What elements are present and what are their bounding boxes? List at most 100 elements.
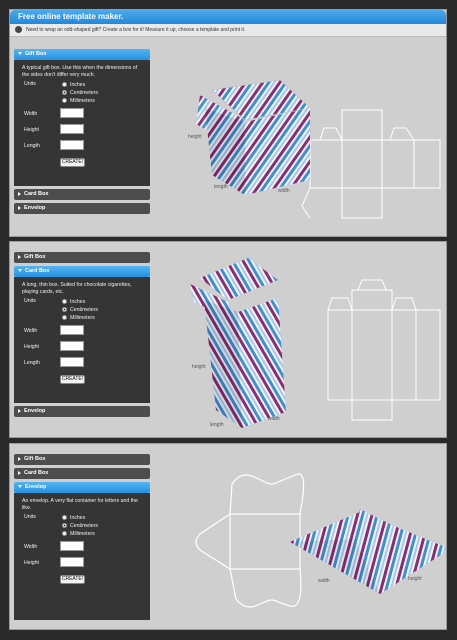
unit-option-millimeters[interactable]: Millimeters [62, 97, 95, 105]
height-row: Height [22, 341, 142, 357]
width-input[interactable] [60, 541, 84, 551]
create-button[interactable]: CREATE! [60, 158, 85, 167]
accordion-gift-box[interactable]: Gift Box [14, 49, 150, 60]
accordion-card-box[interactable]: Card Box [14, 468, 150, 479]
unit-option-inches[interactable]: Inches [62, 81, 85, 89]
radio-label: Millimeters [70, 315, 95, 321]
radio-button[interactable] [62, 515, 67, 521]
envelop-template [195, 473, 305, 608]
create-button[interactable]: CREATE! [60, 375, 85, 384]
accordion-label: Card Box [25, 268, 50, 274]
card-box-template [327, 279, 441, 421]
length-dimension-label: length [214, 184, 228, 190]
width-row: Width [22, 325, 142, 341]
create-button[interactable]: CREATE! [60, 575, 85, 584]
radio-button-selected[interactable] [62, 307, 67, 313]
radio-label: Inches [70, 299, 86, 305]
accordion-envelop[interactable]: Envelop [14, 203, 150, 214]
panel-description: A typical gift box. Use this when the di… [22, 65, 138, 78]
width-label: Width [24, 111, 38, 117]
unit-option-millimeters[interactable]: Millimeters [62, 530, 95, 538]
radio-label: Millimeters [70, 98, 95, 104]
unit-option-millimeters[interactable]: Millimeters [62, 314, 95, 322]
card-box-form: A long, thin box. Suited for chocolate c… [14, 277, 150, 403]
card-box-illustration: height length width [190, 258, 441, 428]
accordion-label: Gift Box [24, 254, 46, 260]
envelop-illustration: width height [195, 473, 446, 608]
gift-box-render [196, 79, 311, 195]
gift-box-template [301, 109, 441, 219]
info-icon [15, 26, 22, 34]
unit-option-inches[interactable]: Inches [62, 514, 85, 522]
radio-label: Centimeters [70, 90, 98, 96]
radio-button[interactable] [62, 82, 67, 88]
info-text: Need to wrap an odd-shaped gift? Create … [26, 27, 246, 33]
height-input[interactable] [60, 341, 84, 351]
accordion-gift-box[interactable]: Gift Box [14, 252, 150, 263]
radio-button[interactable] [62, 299, 67, 305]
length-label: Length [24, 360, 40, 366]
radio-button-selected[interactable] [62, 90, 67, 96]
width-row: Width [22, 108, 142, 124]
accordion-card-box[interactable]: Card Box [14, 189, 150, 200]
panel-description: An envelop. A very flat container for le… [22, 498, 138, 511]
units-group: Units Inches Centimeters Millimeters [22, 514, 142, 541]
envelop-screen: Gift Box Card Box Envelop An envelop. A … [9, 443, 447, 630]
height-dimension-label: height [408, 576, 422, 582]
radio-label: Centimeters [70, 523, 98, 529]
length-dimension-label: length [210, 422, 224, 428]
chevron-down-icon [18, 52, 22, 56]
height-label: Height [24, 344, 39, 350]
width-dimension-label: width [278, 188, 290, 194]
envelop-form: An envelop. A very flat container for le… [14, 493, 150, 620]
radio-button[interactable] [62, 98, 67, 104]
units-label: Units [24, 298, 36, 304]
chevron-down-icon [18, 269, 22, 273]
accordion-label: Card Box [24, 191, 49, 197]
accordion-envelop[interactable]: Envelop [14, 406, 150, 417]
accordion-gift-box[interactable]: Gift Box [14, 454, 150, 465]
length-row: Length [22, 357, 142, 373]
length-label: Length [24, 143, 40, 149]
unit-option-centimeters[interactable]: Centimeters [62, 89, 98, 97]
height-row: Height [22, 124, 142, 140]
radio-label: Inches [70, 515, 86, 521]
unit-option-centimeters[interactable]: Centimeters [62, 306, 98, 314]
units-label: Units [24, 514, 36, 520]
gift-box-screen: Free online template maker. Need to wrap… [9, 9, 447, 237]
radio-button[interactable] [62, 315, 67, 321]
chevron-right-icon [18, 191, 21, 196]
unit-option-inches[interactable]: Inches [62, 298, 85, 306]
chevron-right-icon [18, 456, 21, 461]
radio-button-selected[interactable] [62, 523, 67, 529]
accordion-label: Envelop [25, 484, 47, 490]
unit-option-centimeters[interactable]: Centimeters [62, 522, 98, 530]
units-group: Units Inches Centimeters Millimeters [22, 298, 142, 325]
radio-label: Inches [70, 82, 86, 88]
radio-label: Millimeters [70, 531, 95, 537]
height-input[interactable] [60, 124, 84, 134]
gift-box-illustration: height length width [188, 79, 441, 219]
width-row: Width [22, 541, 142, 557]
accordion-label: Envelop [24, 205, 46, 211]
accordion-envelop[interactable]: Envelop [14, 482, 150, 493]
chevron-right-icon [18, 470, 21, 475]
chevron-right-icon [18, 408, 21, 413]
length-row: Length [22, 140, 142, 156]
width-input[interactable] [60, 108, 84, 118]
card-box-render [190, 258, 286, 428]
length-input[interactable] [60, 357, 84, 367]
units-label: Units [24, 81, 36, 87]
envelop-render [290, 509, 446, 594]
chevron-right-icon [18, 254, 21, 259]
info-bar: Need to wrap an odd-shaped gift? Create … [10, 24, 446, 37]
gift-box-form: A typical gift box. Use this when the di… [14, 60, 150, 186]
accordion-card-box[interactable]: Card Box [14, 266, 150, 277]
radio-button[interactable] [62, 531, 67, 537]
width-label: Width [24, 544, 38, 550]
width-input[interactable] [60, 325, 84, 335]
accordion-label: Card Box [24, 470, 49, 476]
height-input[interactable] [60, 557, 84, 567]
length-input[interactable] [60, 140, 84, 150]
